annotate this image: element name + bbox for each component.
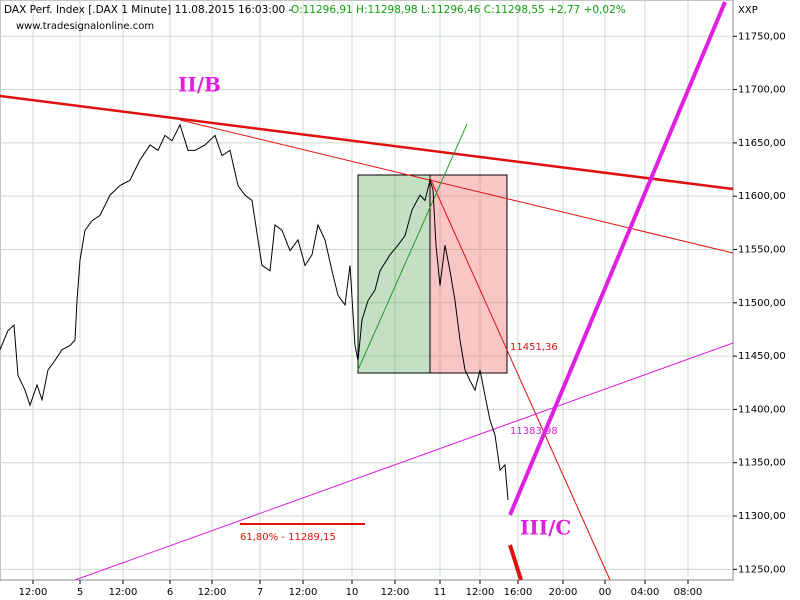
y-tick-label: 11550,00	[738, 244, 786, 255]
y-tick-label: 11750,00	[738, 31, 786, 42]
y-tick-label: 11400,00	[738, 404, 786, 415]
y-tick-label: 11500,00	[738, 298, 786, 309]
y-tick-label: 11600,00	[738, 191, 786, 202]
source: www.tradesignalonline.com	[16, 21, 154, 32]
short-box	[429, 174, 508, 374]
price-line	[0, 123, 509, 501]
x-tick-label: 20:00	[549, 587, 578, 598]
x-tick-label: 12:00	[289, 587, 318, 598]
plot-area	[0, 0, 734, 581]
trendline	[74, 342, 734, 581]
x-tick-label: 12:00	[109, 587, 138, 598]
x-tick-label: 10	[346, 587, 359, 598]
x-tick-label: 12:00	[198, 587, 227, 598]
x-tick-label: 00	[599, 587, 612, 598]
price-layer	[0, 123, 509, 501]
level-label: 61,80% - 11289,15	[240, 532, 336, 543]
y-tick-label: 11250,00	[738, 564, 786, 575]
x-tick-label: 04:00	[631, 587, 660, 598]
level-label: 11451,36	[510, 342, 558, 353]
trendline	[0, 94, 734, 191]
chart-title: DAX Perf. Index [.DAX 1 Minute] 11.08.20…	[4, 4, 293, 16]
trendline	[357, 123, 468, 371]
y-tick-label: 11300,00	[738, 511, 786, 522]
wave-label: II/B	[178, 73, 221, 97]
x-tick-label: 12:00	[19, 587, 48, 598]
projection	[508, 1, 727, 516]
wave-label: III/C	[520, 516, 571, 540]
x-tick-label: 08:00	[674, 587, 703, 598]
grid	[0, 0, 733, 580]
projection	[508, 544, 523, 581]
axis-label: XXP	[738, 5, 758, 16]
trendline	[179, 119, 734, 254]
x-tick-label: 5	[77, 587, 83, 598]
level-label: 11383,98	[510, 426, 558, 437]
x-tick-label: 11	[434, 587, 447, 598]
x-tick-label: 12:00	[466, 587, 495, 598]
trendline	[429, 177, 611, 581]
y-tick-label: 11650,00	[738, 138, 786, 149]
y-tick-label: 11700,00	[738, 85, 786, 96]
y-tick-label: 11350,00	[738, 458, 786, 469]
x-tick-label: 6	[167, 587, 173, 598]
x-tick-label: 7	[257, 587, 263, 598]
y-tick-label: 11450,00	[738, 351, 786, 362]
x-tick-label: 12:00	[381, 587, 410, 598]
chart-subtitle: O:11296,91 H:11298,98 L:11296,46 C:11298…	[291, 4, 626, 16]
x-tick-label: 16:00	[504, 587, 533, 598]
long-box	[357, 174, 431, 374]
